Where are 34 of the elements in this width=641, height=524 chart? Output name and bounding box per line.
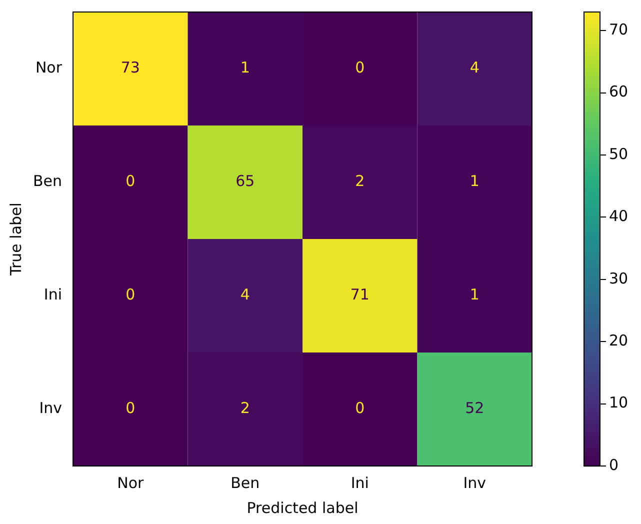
data-label: 4 [240, 286, 250, 304]
data-label: 0 [126, 399, 136, 418]
y-axis-title: True label [6, 202, 25, 276]
data-label: 0 [126, 172, 136, 190]
y-tick-label: Inv [39, 399, 62, 418]
y-tick-label: Nor [35, 58, 63, 77]
data-label: 73 [120, 58, 140, 77]
color-bar-label: 50 [609, 144, 628, 163]
data-label: 1 [470, 172, 480, 190]
x-tick-label: Ini [350, 474, 369, 492]
data-label: 52 [465, 399, 484, 418]
data-label: 0 [126, 286, 136, 304]
data-label: 2 [355, 172, 365, 190]
x-tick-label: Ben [230, 474, 260, 492]
color-bar-label: 40 [609, 207, 628, 226]
x-tick-label: Nor [117, 474, 145, 492]
data-label: 65 [236, 172, 255, 190]
color-bar-label: 20 [609, 332, 628, 350]
color-bar-label: 30 [609, 269, 628, 288]
x-tick-label: Inv [463, 474, 486, 492]
data-label: 4 [470, 58, 480, 77]
data-label: 1 [470, 286, 480, 304]
data-label: 0 [355, 399, 365, 418]
color-bar-label: 10 [609, 394, 628, 412]
y-tick-label: Ben [32, 172, 62, 190]
data-label: 0 [355, 58, 365, 77]
data-label: 2 [240, 399, 250, 418]
color-bar-label: 60 [609, 82, 628, 101]
x-axis-title: Predicted label [246, 498, 358, 517]
color-bar-label: 70 [609, 20, 628, 39]
data-label: 71 [350, 286, 370, 304]
y-tick-label: Ini [44, 286, 62, 304]
color-bar-label: 0 [609, 456, 619, 474]
data-label: 1 [240, 58, 250, 77]
